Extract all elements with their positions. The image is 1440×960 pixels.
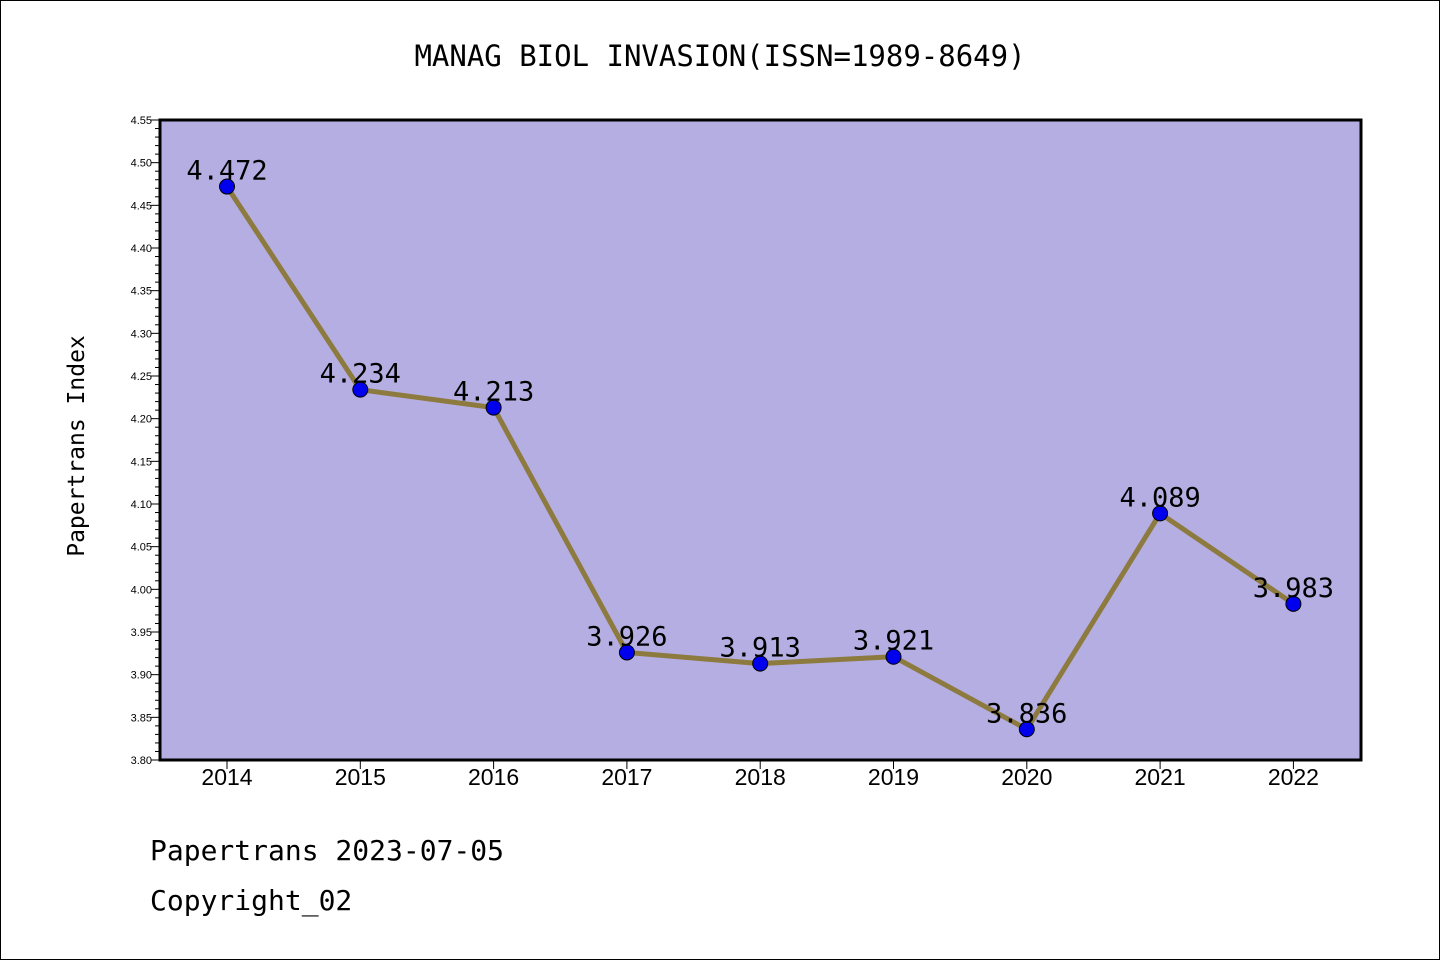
data-value-label: 4.234: [320, 359, 401, 390]
data-point-marker: [618, 644, 635, 661]
x-tick-label: 2019: [868, 764, 919, 790]
data-point-marker: [485, 399, 502, 416]
y-tick-label: 4.10: [131, 499, 152, 511]
data-point-marker: [352, 381, 369, 398]
chart-title: MANAG BIOL INVASION(ISSN=1989-8649): [414, 39, 1025, 73]
y-tick-label: 3.90: [131, 670, 152, 682]
y-tick-label: 4.50: [131, 158, 152, 170]
data-value-label: 3.836: [986, 698, 1067, 729]
y-axis-label: Papertrans Index: [64, 335, 90, 557]
data-point-marker: [219, 178, 235, 195]
data-value-label: 3.926: [586, 621, 667, 652]
data-point-marker: [1018, 721, 1035, 738]
y-tick-label: 4.25: [131, 371, 152, 383]
footer-date-text: Papertrans 2023-07-05: [150, 834, 505, 867]
x-tick-label: 2018: [735, 764, 786, 790]
y-tick-label: 4.00: [131, 584, 152, 596]
data-point-marker: [885, 648, 902, 665]
y-tick-label: 3.80: [131, 755, 152, 767]
x-tick-label: 2015: [335, 764, 386, 790]
y-tick-label: 4.30: [131, 328, 152, 340]
y-tick-label: 3.95: [131, 627, 152, 639]
x-tick-label: 2014: [201, 764, 252, 790]
x-tick-label: 2021: [1135, 764, 1186, 790]
data-series: [219, 178, 1302, 738]
data-point-marker: [1152, 505, 1169, 522]
data-value-label: 4.213: [453, 377, 534, 408]
data-point-marker: [752, 655, 769, 672]
data-value-label: 3.921: [853, 626, 934, 657]
data-point-marker: [1285, 595, 1302, 612]
y-tick-label: 4.45: [131, 200, 152, 212]
y-tick-label: 4.05: [131, 542, 152, 554]
y-tick-label: 4.40: [131, 243, 152, 255]
plot-area: [160, 120, 1361, 760]
y-tick-label: 4.55: [131, 115, 152, 127]
footer-copyright-text: Copyright_02: [150, 884, 353, 917]
x-tick-label: 2017: [601, 764, 652, 790]
y-tick-label: 4.20: [131, 414, 152, 426]
y-tick-label: 4.15: [131, 456, 152, 468]
data-value-label: 4.472: [186, 156, 267, 187]
y-tick-label: 3.85: [131, 712, 152, 724]
y-axis: 3.80 3.85 3.90 3.95 4.00 4.05 4.10 4.15 4.20 4.25…: [131, 115, 160, 767]
data-value-label: 4.089: [1119, 482, 1200, 513]
x-axis: 2014 2015 2016 2017 2018 2019 2020 2021 2022: [201, 760, 1319, 790]
data-value-label: 3.913: [720, 633, 801, 664]
data-labels: 4.472 4.234 4.213 3.926 3.913 3.921 3.836 4.089…: [186, 156, 1334, 730]
x-tick-label: 2020: [1001, 764, 1052, 790]
x-tick-label: 2016: [468, 764, 519, 790]
plot-border: [158, 118, 1363, 762]
data-value-label: 3.983: [1253, 573, 1334, 604]
y-tick-label: 4.35: [131, 286, 152, 298]
x-tick-label: 2022: [1268, 764, 1319, 790]
